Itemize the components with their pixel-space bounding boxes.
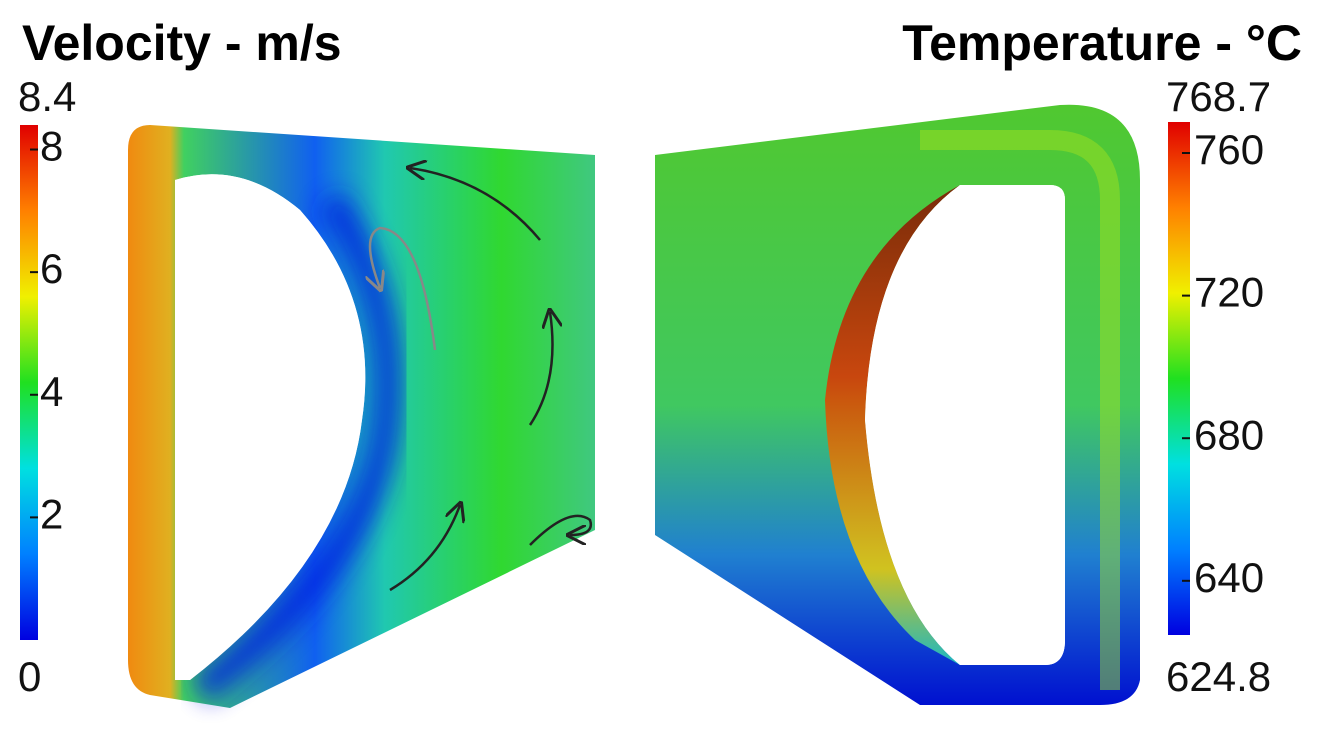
velocity-plot xyxy=(128,125,595,708)
colorbar-tick-label: 6 xyxy=(40,245,63,292)
colorbar-min-label: 0 xyxy=(18,653,41,700)
colorbar-tick-label: 2 xyxy=(40,490,63,537)
colorbar-tick-label: 720 xyxy=(1194,269,1264,316)
temperature-plot xyxy=(655,105,1140,705)
colorbar xyxy=(1168,122,1190,635)
page: Velocity - m/s8.402468Temperature - °C76… xyxy=(0,0,1322,733)
colorbar-max-label: 768.7 xyxy=(1166,73,1271,120)
panel-title: Velocity - m/s xyxy=(22,15,342,71)
panel-title: Temperature - °C xyxy=(902,15,1302,71)
colorbar-tick-label: 4 xyxy=(40,368,63,415)
colorbar-tick-label: 760 xyxy=(1194,126,1264,173)
colorbar-tick-label: 8 xyxy=(40,123,63,170)
colorbar-max-label: 8.4 xyxy=(18,73,76,120)
colorbar-min-label: 624.8 xyxy=(1166,653,1271,700)
colorbar-tick-label: 680 xyxy=(1194,411,1264,458)
colorbar xyxy=(20,125,38,640)
colorbar-tick-label: 640 xyxy=(1194,554,1264,601)
